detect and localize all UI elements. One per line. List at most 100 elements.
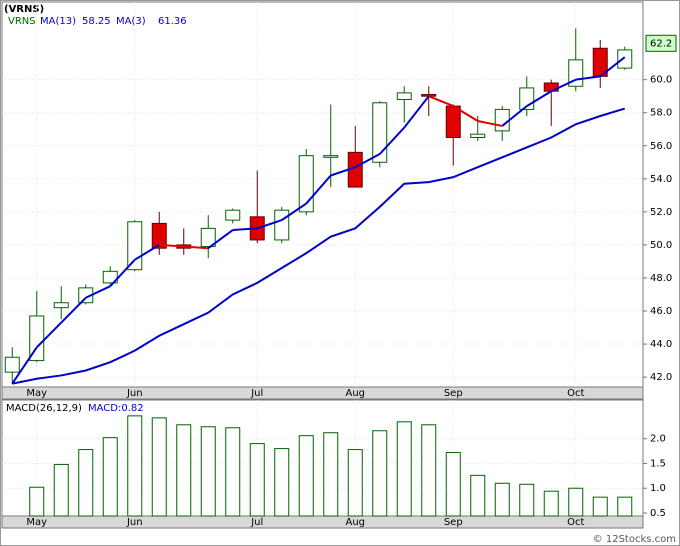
macd-legend: MACD:0.82	[88, 403, 144, 414]
ma-segment	[452, 105, 479, 122]
ma-segment	[159, 243, 184, 248]
macd-bar	[445, 452, 461, 517]
x-tick-label: May	[26, 388, 47, 399]
price-panel	[1, 1, 644, 388]
macd-title: MACD(26,12,9)	[6, 403, 82, 414]
ma-segment	[403, 95, 430, 129]
ma-segment	[550, 78, 577, 93]
macd-bar	[494, 482, 510, 517]
ma-segment	[256, 219, 283, 230]
y-tick-label: 44.0	[650, 339, 672, 350]
macd-bar	[151, 417, 167, 517]
macd-bar	[617, 496, 633, 517]
ma-segment	[379, 126, 405, 155]
last-price-box	[645, 34, 677, 52]
y-tick-label: 54.0	[650, 174, 672, 185]
macd-bar	[274, 448, 290, 517]
legend-name: VRNS	[8, 16, 36, 27]
ma-line	[12, 107, 626, 385]
macd-bar	[29, 486, 45, 517]
macd-bar	[347, 449, 363, 517]
macd-bar	[543, 490, 559, 517]
legend-name: MA(13)	[40, 16, 76, 27]
ma-segment	[428, 95, 454, 108]
date-strip	[1, 515, 644, 529]
x-tick-label: Jul	[250, 388, 263, 399]
candle-body	[225, 209, 241, 221]
macd-bar	[470, 474, 486, 517]
ma-segment	[575, 75, 601, 81]
ma-segment	[501, 105, 528, 127]
y-tick-label: 52.0	[650, 207, 672, 218]
ma-segment	[85, 285, 111, 299]
x-tick-label: Aug	[345, 517, 365, 528]
macd-bar	[298, 435, 314, 517]
macd-bar	[78, 449, 94, 517]
date-strip	[1, 386, 644, 400]
candle-body	[200, 227, 216, 248]
ma-segment	[134, 244, 160, 261]
candle-body	[421, 94, 437, 97]
y-tick-label: 42.0	[650, 372, 672, 383]
macd-bar	[102, 437, 118, 517]
y-tick-label: 0.5	[650, 508, 666, 519]
ma-segment	[477, 119, 503, 127]
candle-body	[372, 102, 388, 163]
y-tick-label: 2.0	[650, 434, 666, 445]
y-tick-label: 60.0	[650, 75, 672, 86]
x-tick-label: Sep	[444, 388, 463, 399]
x-tick-label: Jul	[250, 517, 263, 528]
x-tick-label: May	[26, 517, 47, 528]
candle-body	[494, 108, 510, 132]
y-tick-label: 56.0	[650, 141, 672, 152]
ma-segment	[183, 245, 209, 250]
macd-bar	[176, 424, 192, 517]
candle-body	[396, 92, 412, 100]
macd-bar	[127, 415, 143, 517]
x-tick-label: Oct	[567, 388, 584, 399]
ma-segment	[36, 321, 62, 349]
y-tick-label: 58.0	[650, 108, 672, 119]
macd-bar	[372, 430, 388, 517]
macd-bar	[323, 432, 339, 517]
candle-body	[470, 133, 486, 138]
ma-segment	[11, 346, 38, 385]
ma-segment	[207, 229, 234, 250]
candle-body	[323, 155, 339, 158]
ma-segment	[599, 56, 626, 78]
ma-segment	[305, 174, 332, 205]
candle-body	[274, 209, 290, 241]
y-tick-label: 1.5	[650, 458, 666, 469]
last-price-label: 62.2	[650, 38, 672, 49]
candle-body	[617, 49, 633, 69]
candle-body	[127, 221, 143, 271]
candle-body	[102, 270, 118, 284]
ma-segment	[354, 153, 381, 169]
macd-bar	[249, 443, 265, 517]
candle-body	[298, 155, 314, 213]
y-tick-label: 50.0	[650, 240, 672, 251]
macd-bar	[519, 483, 535, 517]
candle-body	[445, 105, 461, 138]
legend-name: MA(3)	[116, 16, 146, 27]
ma-segment	[60, 297, 87, 324]
ma-segment	[109, 259, 136, 287]
macd-bar	[225, 427, 241, 517]
y-tick-label: 46.0	[650, 306, 672, 317]
x-tick-label: Jun	[126, 388, 143, 399]
macd-bar	[53, 463, 69, 517]
macd-bar	[592, 496, 608, 517]
ma-segment	[232, 227, 258, 232]
x-tick-label: Jun	[126, 517, 143, 528]
macd-bar	[568, 487, 584, 517]
candle-body	[29, 315, 45, 362]
y-tick-label: 48.0	[650, 273, 672, 284]
credit: © 12Stocks.com	[593, 534, 676, 545]
ma-segment	[526, 90, 552, 107]
candle-body	[151, 222, 167, 249]
x-tick-label: Sep	[444, 517, 463, 528]
candle-body	[4, 356, 20, 373]
macd-bar	[200, 426, 216, 517]
legend-value: 61.36	[158, 16, 187, 27]
